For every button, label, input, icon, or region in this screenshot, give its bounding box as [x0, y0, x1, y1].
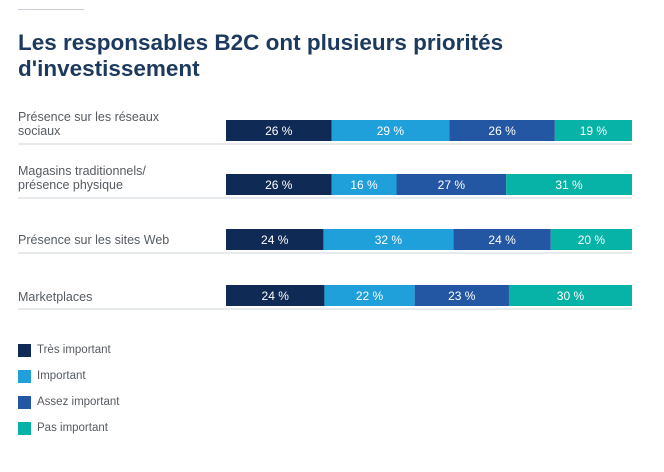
bar-segment [226, 174, 332, 195]
legend-item: Très important [18, 337, 119, 363]
legend-swatch [18, 369, 31, 383]
data-label: 31 % [555, 178, 583, 192]
data-label: 19 % [580, 124, 608, 138]
data-label: 26 % [265, 178, 293, 192]
legend-swatch [18, 343, 31, 357]
legend: Très important Important Assez important Pa… [18, 337, 119, 441]
bar-segment [550, 229, 632, 250]
bar-segment [396, 174, 507, 195]
bar-segment [554, 120, 632, 141]
bar-segment [508, 285, 632, 306]
category-label: présence physique [18, 178, 123, 192]
chart-title: Les responsables B2C ont plusieurs prior… [18, 30, 504, 81]
category-label: Marketplaces [18, 290, 92, 304]
legend-label: Pas important [37, 422, 108, 434]
bar-segment [331, 120, 450, 141]
legend-item: Assez important [18, 389, 119, 415]
legend-swatch [18, 395, 31, 409]
data-label: 30 % [557, 289, 585, 303]
data-label: 29 % [377, 124, 405, 138]
data-label: 32 % [375, 233, 403, 247]
category-label: sociaux [18, 124, 61, 138]
legend-label: Assez important [37, 396, 120, 408]
data-label: 16 % [350, 178, 378, 192]
data-label: 24 % [262, 289, 290, 303]
bar-segment [226, 229, 324, 250]
data-label: 23 % [448, 289, 476, 303]
bar-segment [226, 120, 332, 141]
category-label: Présence sur les réseaux [18, 110, 160, 124]
bar-segment [453, 229, 551, 250]
bar-segment [323, 229, 454, 250]
top-divider [18, 9, 84, 10]
bar-segment [331, 174, 397, 195]
legend-swatch [18, 421, 31, 435]
data-label: 24 % [261, 233, 289, 247]
bar-segment [324, 285, 415, 306]
category-label: Présence sur les sites Web [18, 233, 169, 247]
data-label: 26 % [488, 124, 516, 138]
bar-segment [449, 120, 555, 141]
category-label: Magasins traditionnels/ [18, 164, 146, 178]
bar-segment [226, 285, 325, 306]
legend-label: Très important [37, 344, 111, 356]
legend-item: Pas important [18, 415, 119, 441]
data-label: 27 % [438, 178, 466, 192]
data-label: 24 % [488, 233, 516, 247]
bar-segment [414, 285, 509, 306]
legend-item: Important [18, 363, 119, 389]
bar-segment [506, 174, 632, 195]
data-label: 26 % [265, 124, 293, 138]
legend-label: Important [37, 370, 86, 382]
data-label: 22 % [356, 289, 384, 303]
data-label: 20 % [578, 233, 606, 247]
